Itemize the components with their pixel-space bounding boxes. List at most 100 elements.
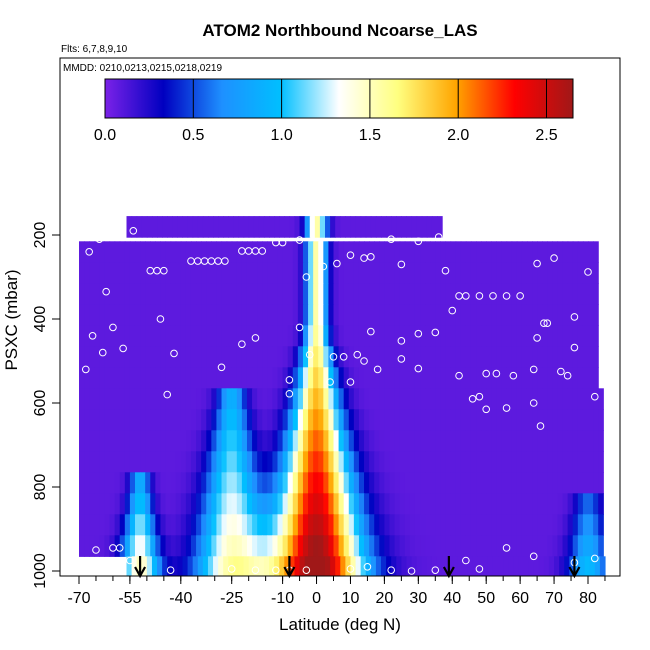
heatmap-cell [598, 493, 604, 515]
heatmap-cell [292, 409, 299, 431]
heatmap-cell [491, 325, 497, 347]
heatmap-cell [445, 472, 452, 494]
heatmap-cell [440, 388, 447, 410]
heatmap-cell [196, 430, 202, 452]
heatmap-cell [170, 304, 177, 326]
heatmap-cell [370, 556, 377, 576]
heatmap-cell [516, 472, 523, 494]
heatmap-cell [462, 556, 469, 576]
heatmap-cell [231, 367, 238, 389]
heatmap-cell [196, 367, 202, 389]
heatmap-cell [450, 388, 457, 410]
heatmap-cell [302, 409, 309, 431]
heatmap-cell [308, 409, 314, 431]
heatmap-cell [420, 430, 426, 452]
heatmap-cell [89, 325, 95, 347]
heatmap-cell [491, 346, 497, 368]
heatmap-cell [99, 535, 106, 557]
heatmap-cell [170, 388, 177, 410]
heatmap-cell [175, 535, 182, 557]
heatmap-cell [425, 367, 431, 389]
heatmap-cell [167, 556, 173, 576]
heatmap-cell [84, 451, 90, 473]
heatmap-cell [180, 493, 187, 515]
heatmap-cell [282, 451, 289, 473]
sample-point [305, 350, 314, 359]
sample-point [482, 369, 491, 378]
heatmap-cell [598, 409, 604, 431]
heatmap-cell [559, 556, 565, 576]
heatmap-cell [455, 367, 462, 389]
sample-point [227, 565, 236, 573]
sample-point [462, 292, 470, 300]
heatmap-cell [414, 430, 421, 452]
heatmap-cell [175, 367, 182, 389]
heatmap-cell [521, 388, 528, 410]
flights-subtitle: Flts: 6,7,8,9,10 [61, 44, 128, 55]
heatmap-cell [445, 304, 452, 326]
heatmap-cell [202, 556, 209, 576]
heatmap-cell [384, 430, 391, 452]
heatmap-cell [425, 535, 431, 557]
heatmap-cell [79, 409, 85, 431]
heatmap-cell [348, 346, 355, 368]
sample-point [272, 566, 280, 574]
heatmap-cell [160, 304, 167, 326]
heatmap-cell [404, 304, 411, 326]
heatmap-cell [414, 304, 421, 326]
heatmap-cell [445, 430, 452, 452]
heatmap-cell [547, 325, 553, 347]
heatmap-cell [414, 262, 421, 284]
heatmap-cell [384, 409, 391, 431]
heatmap-cell [277, 451, 284, 473]
heatmap-cell [511, 262, 518, 284]
heatmap-cell [185, 241, 192, 263]
heatmap-cell [241, 493, 248, 515]
heatmap-cell [114, 493, 121, 515]
sample-point [448, 306, 457, 315]
heatmap-cell [526, 241, 533, 263]
heatmap-cell [180, 451, 187, 473]
heatmap-cell [516, 241, 523, 263]
heatmap-cell [370, 216, 377, 238]
heatmap-cell [501, 367, 508, 389]
heatmap-cell [526, 430, 533, 452]
heatmap-cell [496, 346, 503, 368]
heatmap-cell [526, 367, 533, 389]
heatmap-cell [134, 304, 141, 326]
x-tick-label: 20 [376, 590, 394, 607]
heatmap-cell [430, 493, 436, 515]
heatmap-cell [409, 535, 416, 557]
heatmap-cell [206, 283, 212, 305]
heatmap-cell [496, 409, 503, 431]
heatmap-cell [109, 241, 116, 263]
x-tick-label: 40 [443, 590, 461, 607]
heatmap-cell [430, 409, 436, 431]
sample-point [462, 556, 470, 565]
heatmap-cell [343, 472, 350, 494]
sample-point [346, 378, 355, 386]
heatmap-cell [297, 304, 304, 326]
heatmap-cell [516, 430, 523, 452]
heatmap-cell [353, 367, 360, 389]
heatmap-cell [175, 472, 182, 494]
heatmap-cell [420, 241, 426, 263]
heatmap-cell [364, 388, 370, 410]
heatmap-cell [562, 262, 569, 284]
heatmap-cell [353, 535, 360, 557]
heatmap-cell [409, 430, 416, 452]
heatmap-cell [257, 535, 263, 557]
heatmap-cell [338, 409, 345, 431]
heatmap-cell [491, 241, 497, 263]
heatmap-cell [238, 556, 245, 576]
sample-point [251, 566, 260, 574]
heatmap-cell [374, 283, 380, 305]
heatmap-cell [196, 514, 202, 536]
heatmap-cell [109, 535, 116, 557]
sample-point [170, 349, 178, 358]
heatmap-cell [445, 283, 452, 305]
y-tick-label: 600 [32, 390, 49, 417]
heatmap-cell [333, 535, 340, 557]
heatmap-cell [94, 388, 100, 410]
heatmap-cell [394, 262, 401, 284]
